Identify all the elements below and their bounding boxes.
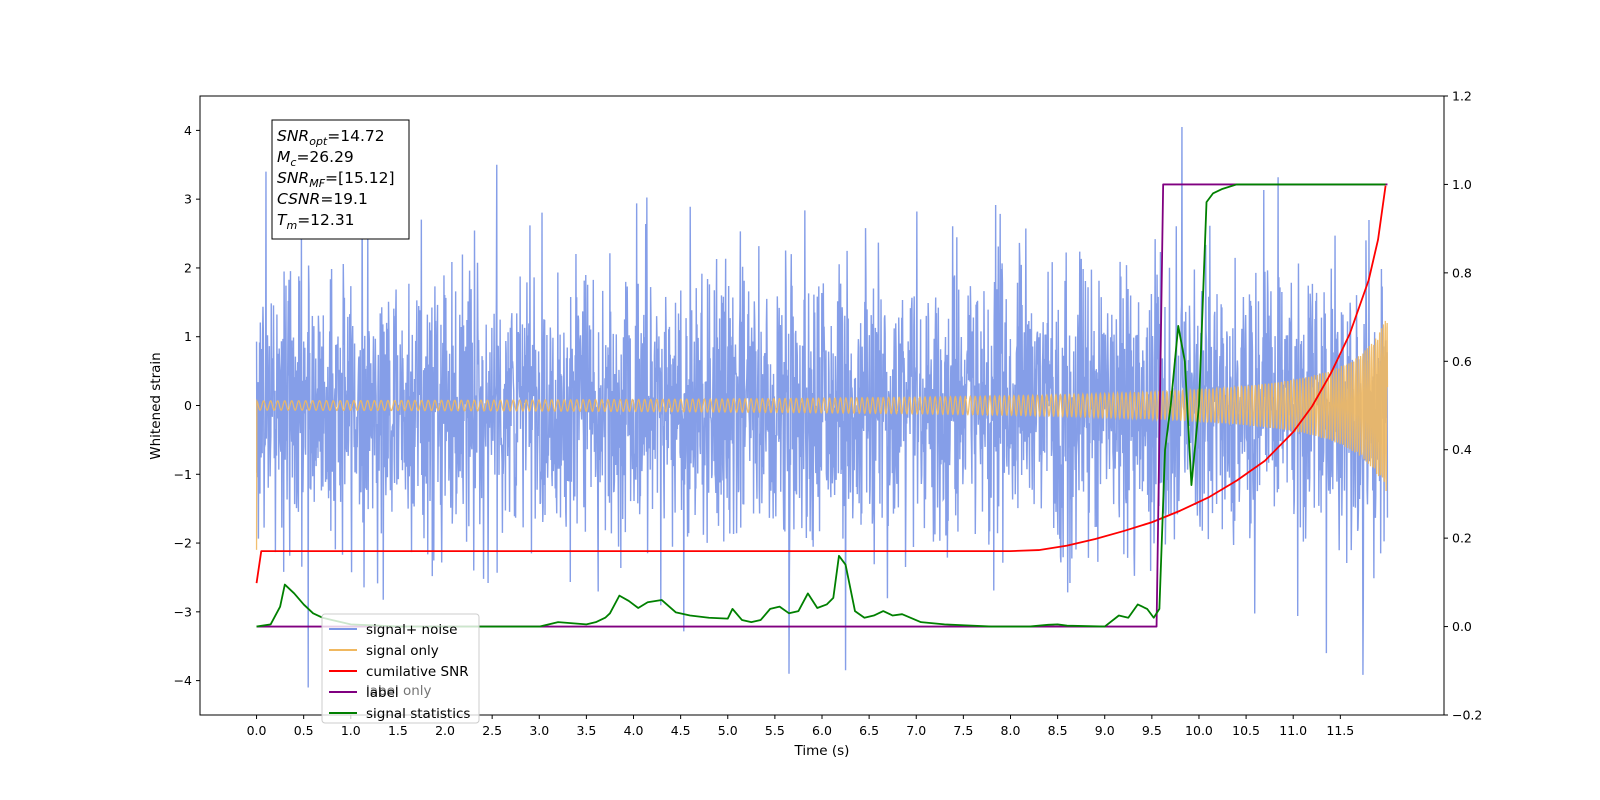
x-tick-label: 8.0	[1001, 723, 1021, 738]
x-tick-label: 10.5	[1232, 723, 1260, 738]
y2-tick-label: 0.8	[1452, 265, 1472, 280]
annotation-line: CSNR=19.1	[277, 190, 368, 208]
x-tick-label: 5.0	[718, 723, 738, 738]
x-tick-label: 9.5	[1142, 723, 1162, 738]
x-tick-label: 8.5	[1048, 723, 1068, 738]
y2-tick-label: 0.4	[1452, 442, 1472, 457]
y2-tick-label: 0.2	[1452, 531, 1472, 546]
y-tick-label: −2	[174, 536, 192, 551]
y-tick-label: 3	[184, 192, 192, 207]
x-tick-label: 5.5	[765, 723, 785, 738]
annotation-line: Mc=26.29	[277, 148, 354, 169]
x-tick-label: 3.0	[529, 723, 549, 738]
x-tick-label: 11.5	[1326, 723, 1354, 738]
annotation-line: SNRMF=[15.12]	[277, 169, 395, 190]
x-tick-label: 0.5	[294, 723, 314, 738]
y-axis-right: −0.2 0.0 0.2 0.4 0.6 0.8 1.0 1.2	[1444, 89, 1482, 723]
x-tick-label: 1.0	[341, 723, 361, 738]
x-tick-label: 4.5	[671, 723, 691, 738]
y2-tick-label: 0.0	[1452, 619, 1472, 634]
legend-entry: signal only	[366, 643, 439, 659]
x-tick-label: 9.0	[1095, 723, 1115, 738]
y-tick-label: 1	[184, 329, 192, 344]
x-tick-label: 10.0	[1185, 723, 1213, 738]
annotation-line: SNRopt=14.72	[277, 127, 385, 148]
legend-hidden-entry: label only	[366, 683, 432, 699]
y-tick-label: 2	[184, 260, 192, 275]
x-tick-label: 3.5	[576, 723, 596, 738]
legend-entry: signal statistics	[366, 706, 470, 722]
x-axis-label: Time (s)	[794, 743, 850, 759]
x-tick-label: 2.5	[482, 723, 502, 738]
x-tick-label: 1.5	[388, 723, 408, 738]
y2-tick-label: 1.2	[1452, 89, 1472, 104]
legend-entry: signal+ noise	[366, 622, 457, 638]
x-tick-label: 4.0	[624, 723, 644, 738]
x-tick-label: 11.0	[1279, 723, 1307, 738]
y-axis-label: Whitened strain	[148, 352, 164, 459]
x-tick-label: 7.5	[953, 723, 973, 738]
series-signal-statistics-line	[256, 183, 1386, 628]
legend-entry: cumilative SNR	[366, 664, 469, 680]
legend-entry: label	[366, 685, 399, 701]
series-cumulative-snr-line	[255, 185, 1387, 584]
legend: label only signal+ noise signal only cumila…	[321, 613, 480, 724]
y-tick-label: −3	[174, 604, 192, 619]
y2-tick-label: −0.2	[1452, 708, 1482, 723]
y2-tick-label: 1.0	[1452, 177, 1472, 192]
y-tick-label: 4	[184, 123, 192, 138]
x-tick-label: 0.0	[247, 723, 267, 738]
y-tick-label: 0	[184, 398, 192, 413]
x-tick-label: 6.0	[812, 723, 832, 738]
x-tick-label: 7.0	[906, 723, 926, 738]
x-tick-label: 2.0	[435, 723, 455, 738]
plot-area	[255, 126, 1389, 688]
annotation-box: SNRopt=14.72Mc=26.29SNRMF=[15.12]CSNR=19…	[271, 119, 410, 240]
annotation-line: Tm=12.31	[277, 211, 355, 232]
y-axis-left: −4 −3 −2 −1 0 1 2 3 4	[174, 123, 200, 688]
x-axis: 0.0 0.5 1.0 1.5 2.0 2.5 3.0 3.5 4.0 4.5 5.0 5.5 6.0 6…	[247, 715, 1354, 738]
y-tick-label: −4	[174, 673, 192, 688]
series-signal-noise-line	[255, 126, 1389, 688]
y-tick-label: −1	[174, 467, 192, 482]
x-tick-label: 6.5	[859, 723, 879, 738]
y2-tick-label: 0.6	[1452, 354, 1472, 369]
